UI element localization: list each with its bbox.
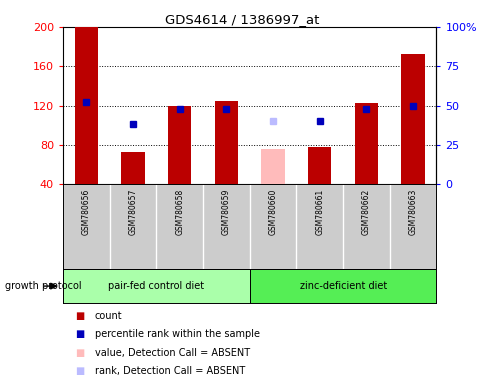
Text: GDS4614 / 1386997_at: GDS4614 / 1386997_at [165, 13, 319, 26]
Text: count: count [94, 311, 122, 321]
Text: ■: ■ [75, 348, 84, 358]
Text: GSM780661: GSM780661 [315, 189, 324, 235]
Text: percentile rank within the sample: percentile rank within the sample [94, 329, 259, 339]
Bar [214, 101, 238, 184]
Text: ■: ■ [75, 329, 84, 339]
Bar [401, 55, 424, 184]
Text: GSM780657: GSM780657 [128, 189, 137, 235]
Text: growth protocol: growth protocol [5, 281, 81, 291]
Bar [168, 106, 191, 184]
Bar [121, 152, 144, 184]
Bar [63, 269, 249, 303]
Text: value, Detection Call = ABSENT: value, Detection Call = ABSENT [94, 348, 249, 358]
Bar [261, 149, 284, 184]
Text: GSM780660: GSM780660 [268, 189, 277, 235]
Bar [307, 147, 331, 184]
Text: GSM780656: GSM780656 [82, 189, 91, 235]
Text: GSM780663: GSM780663 [408, 189, 417, 235]
Bar [354, 103, 378, 184]
Text: GSM780659: GSM780659 [222, 189, 230, 235]
Text: GSM780658: GSM780658 [175, 189, 184, 235]
Text: rank, Detection Call = ABSENT: rank, Detection Call = ABSENT [94, 366, 244, 376]
Text: pair-fed control diet: pair-fed control diet [108, 281, 204, 291]
Text: ■: ■ [75, 311, 84, 321]
Text: ■: ■ [75, 366, 84, 376]
Text: zinc-deficient diet: zinc-deficient diet [299, 281, 386, 291]
Text: GSM780662: GSM780662 [361, 189, 370, 235]
Bar [75, 27, 98, 184]
Bar [249, 269, 436, 303]
